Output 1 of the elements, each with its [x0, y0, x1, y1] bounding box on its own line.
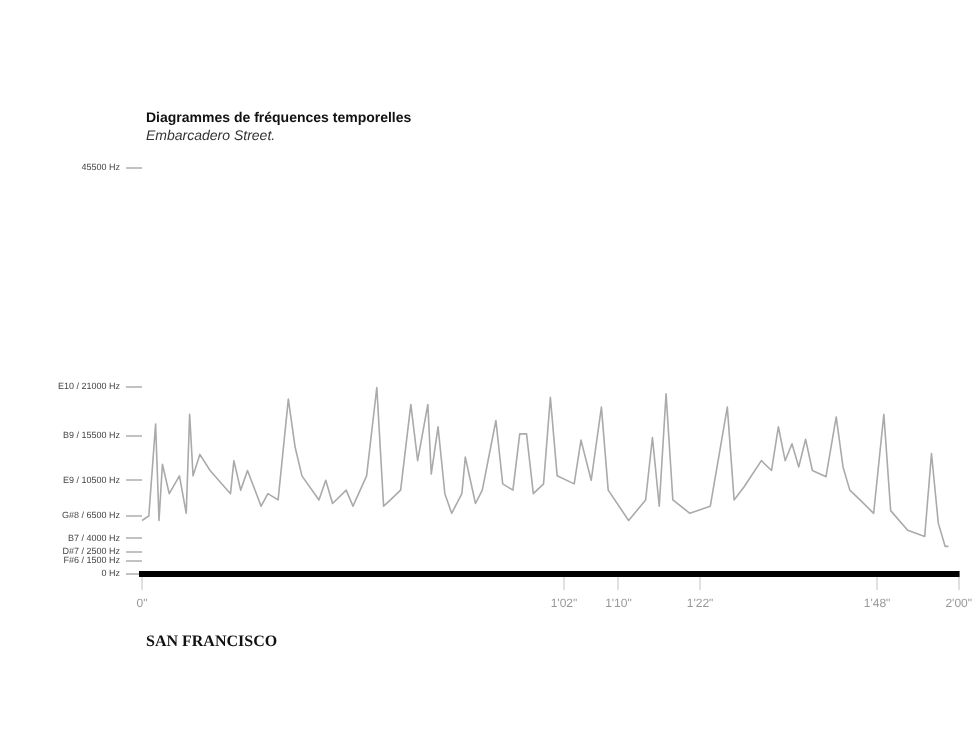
text: SAN FRANCISCO [146, 632, 278, 650]
